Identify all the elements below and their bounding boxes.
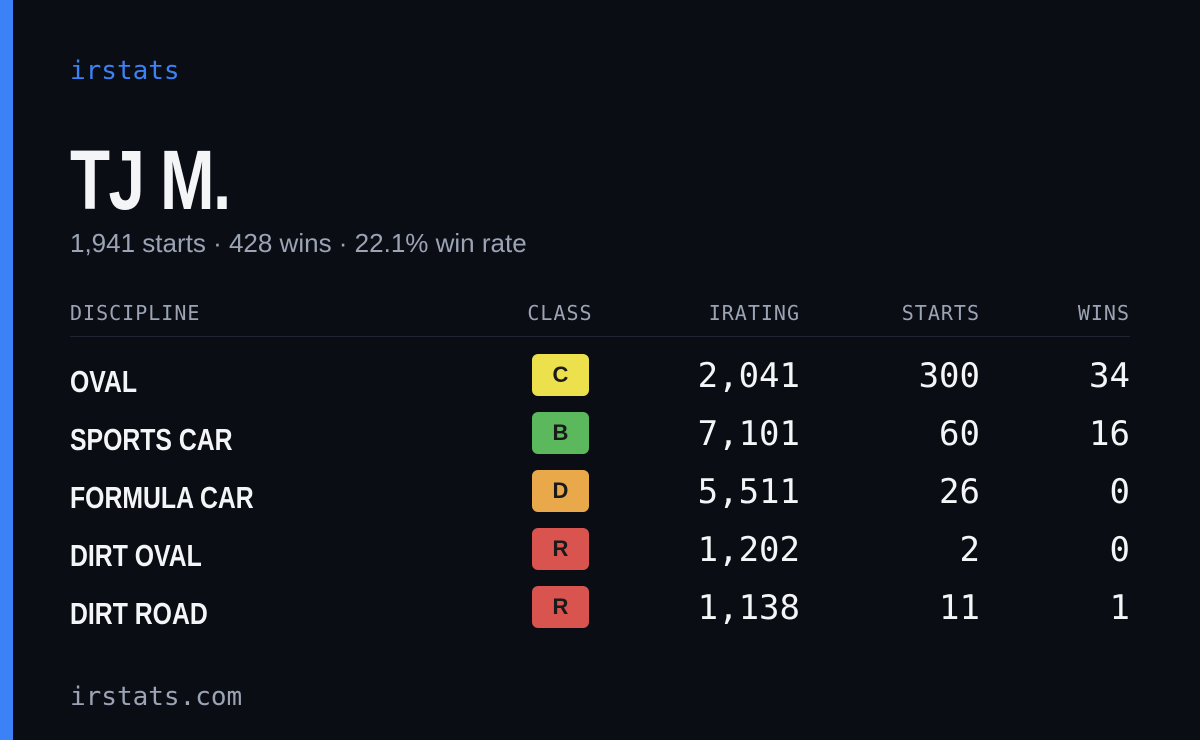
brand: irstats bbox=[70, 56, 180, 86]
wins: 0 bbox=[1109, 530, 1130, 570]
discipline: OVAL bbox=[70, 364, 138, 399]
discipline: DIRT ROAD bbox=[70, 596, 208, 631]
class-badge: R bbox=[532, 528, 589, 570]
starts: 11 bbox=[939, 588, 980, 628]
irating: 1,202 bbox=[697, 530, 800, 570]
wins: 16 bbox=[1089, 414, 1130, 454]
driver-name: TJ M. bbox=[70, 133, 231, 227]
header-rule bbox=[70, 336, 1130, 337]
irating: 7,101 bbox=[697, 414, 800, 454]
starts: 300 bbox=[918, 356, 980, 396]
discipline: DIRT OVAL bbox=[70, 538, 202, 573]
column-header: STARTS bbox=[901, 301, 980, 325]
column-header: CLASS bbox=[527, 301, 593, 325]
starts: 26 bbox=[939, 472, 980, 512]
wins: 1 bbox=[1109, 588, 1130, 628]
starts: 60 bbox=[939, 414, 980, 454]
class-badge: C bbox=[532, 354, 589, 396]
class-badge: B bbox=[532, 412, 589, 454]
class-badge: D bbox=[532, 470, 589, 512]
starts: 2 bbox=[959, 530, 980, 570]
wins: 0 bbox=[1109, 472, 1130, 512]
class-badge: R bbox=[532, 586, 589, 628]
discipline: FORMULA CAR bbox=[70, 480, 254, 515]
column-header: WINS bbox=[1077, 301, 1130, 325]
irating: 5,511 bbox=[697, 472, 800, 512]
column-header: DISCIPLINE bbox=[70, 301, 201, 325]
column-header: IRATING bbox=[708, 301, 800, 325]
irating: 2,041 bbox=[697, 356, 800, 396]
wins: 34 bbox=[1089, 356, 1130, 396]
footer: irstats.com bbox=[70, 682, 243, 712]
discipline: SPORTS CAR bbox=[70, 422, 233, 457]
irating: 1,138 bbox=[697, 588, 800, 628]
accent-bar bbox=[0, 0, 13, 740]
summary: 1,941 starts · 428 wins · 22.1% win rate bbox=[70, 228, 527, 258]
